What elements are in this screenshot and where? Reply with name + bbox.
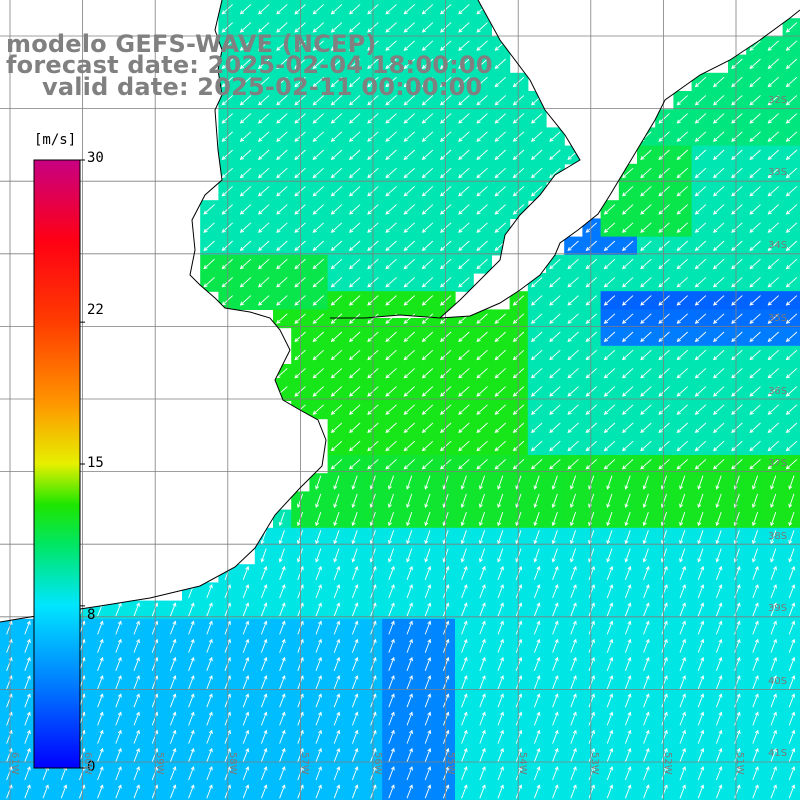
latitude-label: 32S [768, 95, 788, 106]
longitude-label: 55W [445, 752, 456, 775]
latitude-label: 36S [768, 386, 788, 397]
latitude-label: 35S [768, 313, 788, 324]
latitude-label: 34S [768, 240, 788, 251]
colorbar-tick-label: 22 [87, 302, 104, 318]
longitude-label: 56W [372, 752, 383, 775]
colorbar-tick-label: 8 [87, 607, 96, 623]
latitude-label: 40S [768, 676, 788, 687]
longitude-label: 52W [662, 752, 673, 775]
title-valid-date: valid date: 2025-02-11 00:00:00 [42, 73, 483, 101]
latitude-label: 41S [768, 748, 788, 759]
title-forecast-date: forecast date: 2025-02-04 18:00:00 [6, 51, 493, 79]
colorbar-tick-label: 30 [87, 150, 104, 166]
colorbar-tick-label: 0 [87, 759, 96, 775]
colorbar-tick-label: 15 [87, 455, 104, 471]
longitude-label: 60W [82, 752, 93, 775]
title-model: modelo GEFS-WAVE (NCEP) [6, 30, 377, 58]
wind-arrows [6, 4, 798, 799]
longitude-label: 59W [154, 752, 165, 775]
longitude-label: 54W [517, 752, 528, 775]
colorbar-unit-label: [m/s] [34, 132, 77, 148]
coastline [0, 0, 800, 623]
latitude-label: 39S [768, 603, 788, 614]
latitude-label: 37S [768, 458, 788, 469]
latitude-label: 33S [768, 167, 788, 178]
longitude-label: 51W [734, 752, 745, 775]
longitude-label: 53W [589, 752, 600, 775]
colorbar [33, 159, 85, 769]
longitude-label: 61W [9, 752, 20, 775]
latitude-label: 38S [768, 531, 788, 542]
longitude-label: 58W [227, 752, 238, 775]
longitude-label: 57W [299, 752, 310, 775]
